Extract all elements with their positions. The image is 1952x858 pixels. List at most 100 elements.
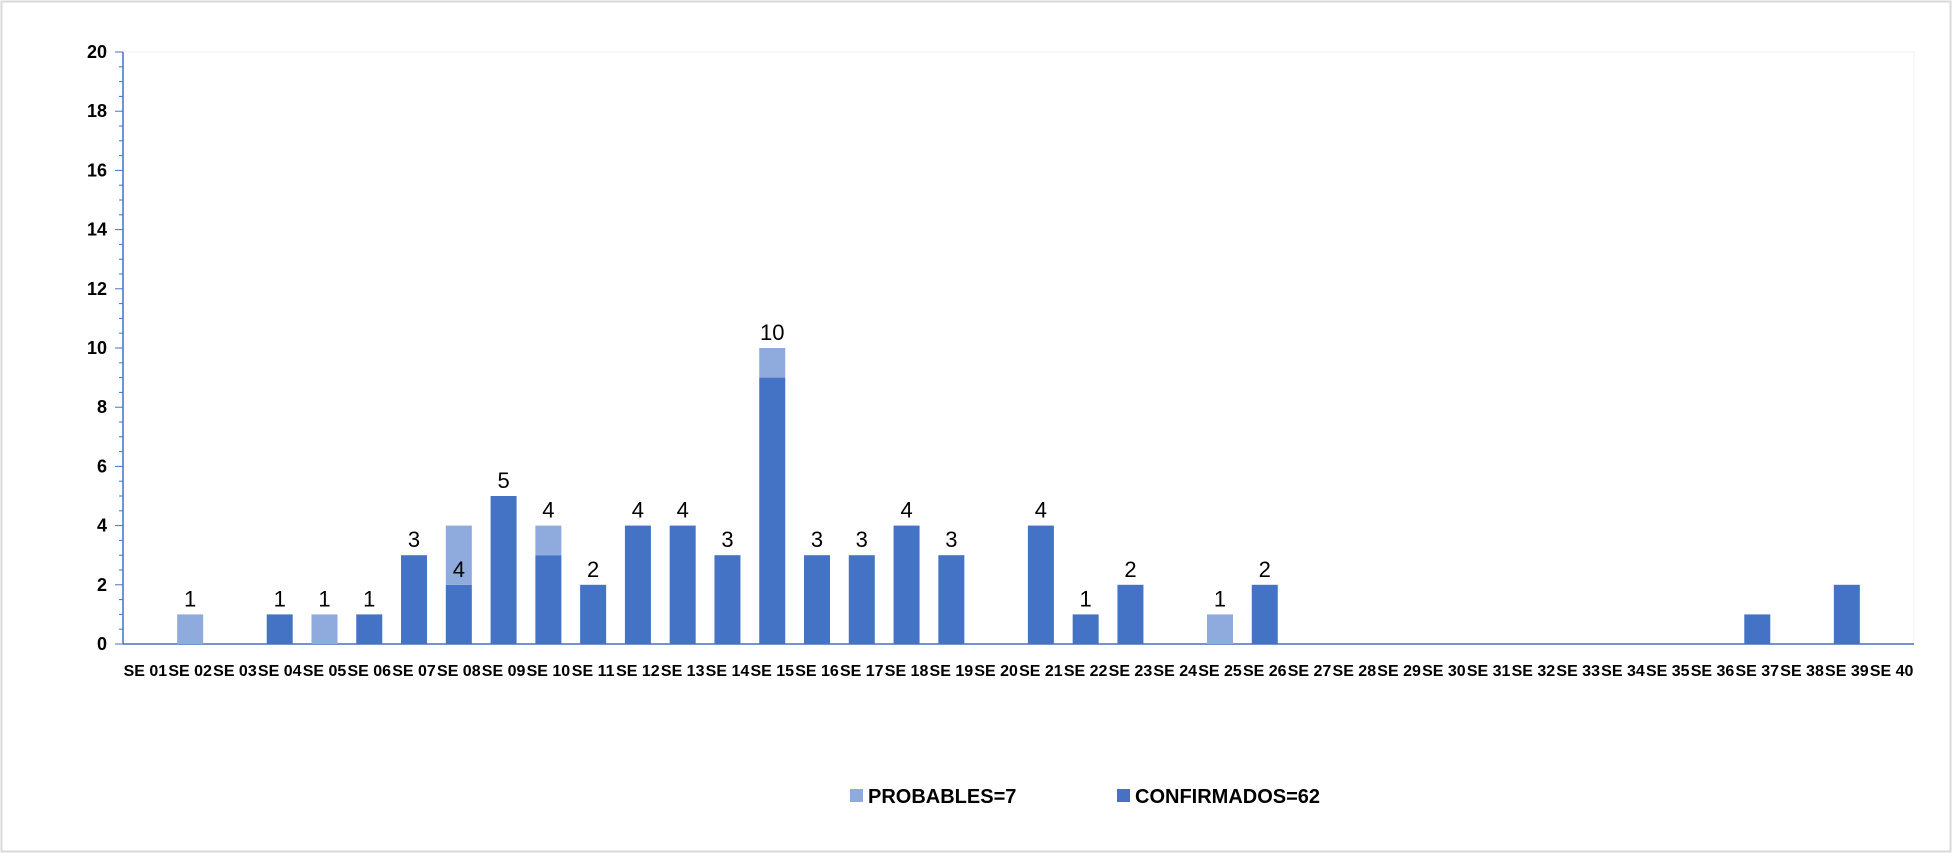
- y-tick-label: 12: [87, 279, 107, 299]
- data-label: 2: [1124, 557, 1136, 582]
- data-label: 3: [856, 527, 868, 552]
- bar-confirmados: [580, 584, 607, 644]
- x-tick-label: SE 01: [124, 663, 168, 680]
- x-tick-label: SE 15: [750, 663, 794, 680]
- data-label: 4: [1035, 498, 1047, 523]
- x-tick-label: SE 36: [1691, 663, 1735, 680]
- legend-label: PROBABLES=7: [868, 786, 1016, 808]
- data-label: 4: [677, 498, 689, 523]
- data-label: 2: [1259, 557, 1271, 582]
- bar-confirmados: [848, 555, 875, 644]
- x-tick-label: SE 31: [1467, 663, 1511, 680]
- bar-confirmados: [893, 525, 920, 644]
- x-tick-label: SE 16: [795, 663, 839, 680]
- data-label: 1: [1214, 586, 1226, 611]
- x-tick-label: SE 10: [527, 663, 571, 680]
- y-tick-label: 18: [87, 101, 107, 121]
- data-label: 1: [363, 586, 375, 611]
- x-tick-label: SE 18: [885, 663, 929, 680]
- y-tick-label: 14: [87, 220, 107, 240]
- x-tick-label: SE 30: [1422, 663, 1466, 680]
- x-tick-label: SE 23: [1109, 663, 1153, 680]
- y-tick-label: 8: [97, 397, 107, 417]
- x-tick-label: SE 11: [572, 663, 615, 680]
- bar-confirmados: [714, 555, 741, 644]
- bar-confirmados: [401, 555, 428, 644]
- x-tick-label: SE 09: [482, 663, 526, 680]
- data-label: 5: [497, 468, 509, 493]
- data-label: 3: [408, 527, 420, 552]
- data-label: 3: [811, 527, 823, 552]
- bar-probables: [535, 525, 562, 556]
- x-tick-label: SE 38: [1780, 663, 1824, 680]
- x-tick-label: SE 19: [930, 663, 974, 680]
- x-tick-label: SE 40: [1870, 663, 1914, 680]
- data-label: 4: [453, 557, 465, 582]
- y-tick-label: 10: [87, 338, 107, 358]
- data-label: 4: [632, 498, 644, 523]
- bar-confirmados: [266, 614, 293, 644]
- data-label: 4: [900, 498, 912, 523]
- x-tick-label: SE 03: [213, 663, 257, 680]
- x-tick-label: SE 14: [706, 663, 750, 680]
- x-tick-label: SE 26: [1243, 663, 1287, 680]
- bar-confirmados: [1833, 584, 1860, 644]
- x-tick-label: SE 17: [840, 663, 884, 680]
- x-tick-label: SE 29: [1377, 663, 1421, 680]
- x-tick-label: SE 34: [1601, 663, 1645, 680]
- bar-confirmados: [445, 584, 472, 644]
- bar-confirmados: [759, 377, 786, 644]
- y-tick-label: 4: [97, 516, 107, 536]
- legend-swatch: [1117, 789, 1130, 802]
- x-tick-label: SE 39: [1825, 663, 1869, 680]
- bar-confirmados: [804, 555, 831, 644]
- x-tick-label: SE 21: [1019, 663, 1063, 680]
- bar-confirmados: [1744, 614, 1771, 644]
- x-tick-label: SE 04: [258, 663, 302, 680]
- data-label: 3: [721, 527, 733, 552]
- legend-swatch: [850, 789, 863, 802]
- data-label: 3: [945, 527, 957, 552]
- data-label: 1: [274, 586, 286, 611]
- bars-layer: [177, 348, 1860, 644]
- x-tick-label: SE 27: [1288, 663, 1332, 680]
- x-tick-label: SE 13: [661, 663, 705, 680]
- bar-confirmados: [1117, 584, 1144, 644]
- bar-confirmados: [624, 525, 651, 644]
- data-label: 1: [318, 586, 330, 611]
- bar-confirmados: [535, 555, 562, 644]
- x-tick-label: SE 28: [1333, 663, 1377, 680]
- bar-confirmados: [1251, 584, 1278, 644]
- bar-confirmados: [669, 525, 696, 644]
- bar-confirmados: [1027, 525, 1054, 644]
- data-label: 1: [184, 586, 196, 611]
- x-tick-label: SE 35: [1646, 663, 1690, 680]
- x-tick-label: SE 22: [1064, 663, 1108, 680]
- y-tick-label: 0: [97, 634, 107, 654]
- bar-confirmados: [356, 614, 383, 644]
- bar-confirmados: [490, 496, 517, 644]
- y-axis: 0 2 4 6 8 10 12 14 16 18 20: [87, 42, 124, 654]
- legend: PROBABLES=7 CONFIRMADOS=62: [850, 786, 1320, 808]
- data-label: 1: [1080, 586, 1092, 611]
- y-tick-label: 2: [97, 575, 107, 595]
- bar-confirmados: [1072, 614, 1099, 644]
- legend-label: CONFIRMADOS=62: [1135, 786, 1320, 808]
- x-tick-label: SE 06: [347, 663, 391, 680]
- bar-probables: [177, 614, 204, 644]
- data-label: 10: [760, 320, 784, 345]
- data-labels-layer: 1 1 1 1 3 4 5 4 2 4 4 3 10 3 3 4 3 4 1 2 1 2: [184, 320, 1271, 611]
- y-tick-label: 16: [87, 160, 107, 180]
- y-tick-label: 20: [87, 42, 107, 62]
- bar-probables: [445, 525, 472, 585]
- x-tick-label: SE 33: [1556, 663, 1600, 680]
- bar-probables: [311, 614, 338, 644]
- y-tick-label: 6: [97, 456, 107, 476]
- bar-confirmados: [938, 555, 965, 644]
- x-tick-label: SE 12: [616, 663, 660, 680]
- x-tick-label: SE 32: [1512, 663, 1556, 680]
- x-tick-label: SE 02: [168, 663, 212, 680]
